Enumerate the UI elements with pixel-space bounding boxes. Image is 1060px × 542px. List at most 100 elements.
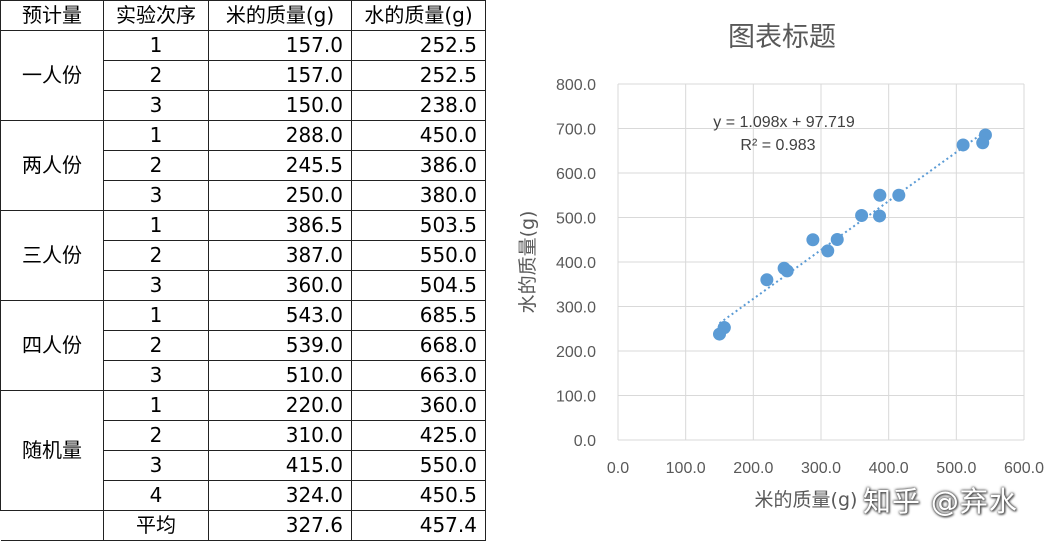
x-tick-label: 400.0 [869, 460, 909, 477]
trial-cell: 3 [103, 180, 209, 211]
table-row: 四人份 1 543.0 685.5 [0, 300, 486, 391]
trial-cell: 1 [103, 120, 209, 151]
data-point [830, 233, 844, 247]
trendline-equation: y = 1.098x + 97.719 [713, 114, 855, 131]
y-tick-label: 600.0 [556, 166, 596, 183]
water-mass-cell: 252.5 [351, 60, 486, 91]
data-table: 预计量 实验次序 米的质量(g) 水的质量(g) 一人份 1 157.0 252.5 2… [0, 0, 486, 541]
trial-cell: 3 [103, 90, 209, 121]
rice-mass-cell: 250.0 [208, 180, 352, 211]
rice-mass-cell: 310.0 [208, 420, 352, 451]
table-row: 一人份 1 157.0 252.5 [0, 30, 486, 121]
y-tick-label: 200.0 [556, 344, 596, 361]
water-mass-cell: 503.5 [351, 210, 486, 241]
water-mass-cell: 450.0 [351, 120, 486, 151]
tick-labels: 0.0 100.0 200.0 300.0 400.0 500.0 600.0 0.0 100.… [556, 77, 1044, 477]
table-row: 3 250.0 380.0 [1, 180, 486, 211]
table-header-row: 预计量 实验次序 米的质量(g) 水的质量(g) [0, 0, 486, 31]
x-tick-label: 0.0 [607, 460, 629, 477]
table-row: 两人份 1 288.0 450.0 [0, 120, 486, 211]
rice-mass-cell: 288.0 [208, 120, 352, 151]
data-point [956, 138, 970, 152]
rice-mass-cell: 387.0 [208, 240, 352, 271]
rice-mass-cell: 157.0 [208, 60, 352, 91]
water-mass-cell: 685.5 [351, 300, 486, 331]
water-mass-cell: 252.5 [351, 30, 486, 61]
y-tick-label: 100.0 [556, 389, 596, 406]
data-point [713, 327, 726, 341]
trial-cell: 1 [103, 30, 209, 61]
trial-cell: 2 [103, 420, 209, 451]
group-label: 两人份 [0, 120, 104, 211]
water-mass-cell: 550.0 [351, 240, 486, 271]
trendline-r2: R² = 0.983 [740, 137, 815, 154]
data-point [821, 244, 835, 258]
table-row: 2 310.0 425.0 [1, 420, 486, 451]
group-label: 三人份 [0, 210, 104, 301]
x-tick-label: 600.0 [1004, 460, 1044, 477]
table-row: 3 415.0 550.0 [1, 450, 486, 481]
y-tick-label: 700.0 [556, 122, 596, 139]
rice-mass-cell: 360.0 [208, 270, 352, 301]
y-tick-label: 0.0 [574, 433, 596, 450]
y-tick-label: 500.0 [556, 211, 596, 228]
water-mass-cell: 663.0 [351, 360, 486, 391]
chart-svg: 图表标题 0.0 100.0 200.0 300.0 400.0 500.0 600.0 0.… [517, 22, 1044, 511]
x-tick-label: 200.0 [733, 460, 773, 477]
rice-mass-cell: 220.0 [208, 390, 352, 421]
trial-cell: 2 [103, 150, 209, 181]
header-trial: 实验次序 [103, 0, 209, 31]
y-tick-label: 800.0 [556, 77, 596, 94]
water-mass-cell: 380.0 [351, 180, 486, 211]
average-rice-mass: 327.6 [208, 510, 352, 541]
y-tick-label: 400.0 [556, 255, 596, 272]
data-point [873, 209, 887, 223]
water-mass-cell: 425.0 [351, 420, 486, 451]
trial-cell: 1 [103, 300, 209, 331]
average-label: 平均 [103, 510, 209, 541]
average-blank-cell [0, 510, 104, 541]
data-point [892, 188, 906, 202]
table-row: 3 150.0 238.0 [1, 90, 486, 121]
chart-title: 图表标题 [728, 22, 836, 53]
rice-mass-cell: 415.0 [208, 450, 352, 481]
header-rice-mass: 米的质量(g) [208, 0, 352, 31]
rice-mass-cell: 386.5 [208, 210, 352, 241]
trendline [718, 130, 987, 325]
trial-cell: 3 [103, 360, 209, 391]
x-tick-label: 500.0 [936, 460, 976, 477]
water-mass-cell: 360.0 [351, 390, 486, 421]
rice-mass-cell: 510.0 [208, 360, 352, 391]
x-tick-label: 300.0 [801, 460, 841, 477]
trial-cell: 3 [103, 270, 209, 301]
group-label: 随机量 [0, 390, 104, 511]
table-row: 3 510.0 663.0 [1, 360, 486, 391]
rice-mass-cell: 324.0 [208, 480, 352, 511]
header-water-mass: 水的质量(g) [351, 0, 486, 31]
rice-mass-cell: 150.0 [208, 90, 352, 121]
watermark: 知乎 @弃水 [863, 485, 1018, 518]
water-mass-cell: 238.0 [351, 90, 486, 121]
table-row: 2 245.5 386.0 [1, 150, 486, 181]
data-point [760, 273, 774, 287]
water-mass-cell: 504.5 [351, 270, 486, 301]
data-point [806, 233, 820, 247]
water-mass-cell: 668.0 [351, 330, 486, 361]
trial-cell: 1 [103, 390, 209, 421]
header-estimate: 预计量 [0, 0, 104, 31]
rice-mass-cell: 157.0 [208, 30, 352, 61]
trial-cell: 2 [103, 240, 209, 271]
water-mass-cell: 386.0 [351, 150, 486, 181]
rice-mass-cell: 543.0 [208, 300, 352, 331]
y-tick-label: 300.0 [556, 300, 596, 317]
water-mass-cell: 550.0 [351, 450, 486, 481]
table-row: 2 539.0 668.0 [1, 330, 486, 361]
data-point [873, 188, 887, 202]
data-points [713, 128, 992, 341]
water-mass-cell: 450.5 [351, 480, 486, 511]
average-row: 平均 327.6 457.4 [0, 510, 486, 541]
trendline-layer [718, 130, 987, 325]
trial-cell: 1 [103, 210, 209, 241]
y-axis-label: 水的质量(g) [517, 211, 539, 314]
trial-cell: 2 [103, 60, 209, 91]
